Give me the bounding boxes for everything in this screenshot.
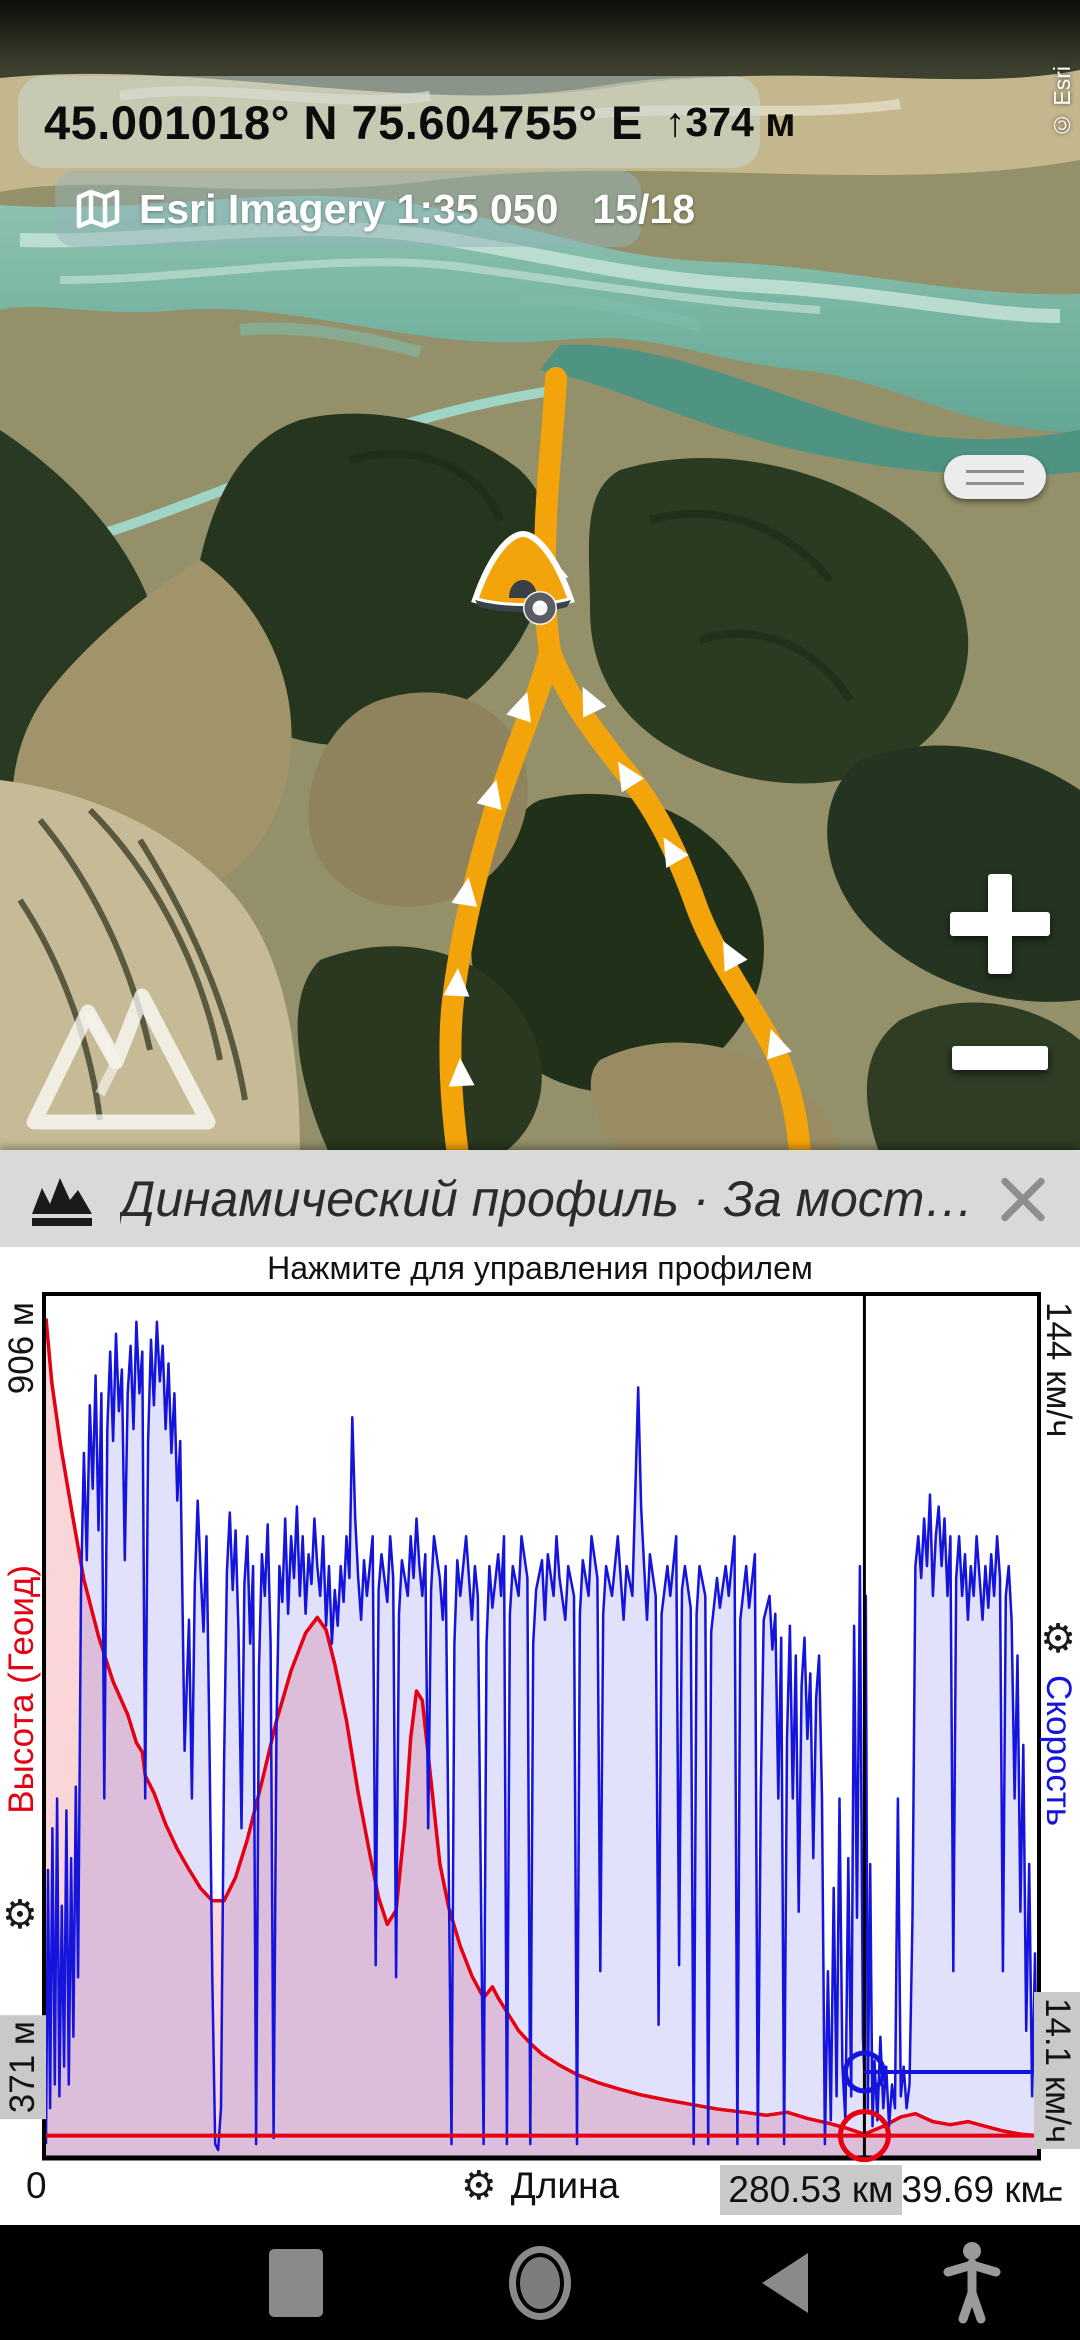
map-attribution: © Esri — [1049, 66, 1075, 138]
app-logo-watermark — [26, 988, 216, 1130]
chart-hint-title[interactable]: Нажмите для управления профилем — [267, 1250, 813, 1286]
tile-zoom-level: 15/18 — [592, 185, 695, 232]
track-overlay — [439, 367, 811, 1155]
right-axis-gear-icon[interactable]: ⚙ — [1040, 1617, 1076, 1661]
right-axis-min-tail: ч — [1035, 2185, 1074, 2204]
x-axis-origin-label: 0 — [26, 2165, 47, 2206]
profile-chart-svg[interactable] — [0, 1247, 1080, 2225]
left-axis-title: Высота (Геоид) — [2, 1565, 41, 1814]
x-axis-settings[interactable]: ⚙ Длина — [461, 2165, 619, 2207]
accessibility-person-icon[interactable] — [940, 2241, 1004, 2325]
coordinates-overlay[interactable]: 45.001018° N 75.604755° E ↑374 м — [18, 76, 796, 168]
close-panel-button[interactable] — [996, 1172, 1050, 1226]
profile-panel-header[interactable]: Динамический профиль · За мостом-К… — [0, 1150, 1080, 1249]
right-axis-title: Скорость — [1039, 1675, 1078, 1827]
coordinates-text: 45.001018° N 75.604755° E — [44, 95, 643, 149]
recents-square-icon[interactable] — [269, 2248, 323, 2317]
x-axis-gear-icon: ⚙ — [460, 2164, 497, 2208]
zoom-out-button[interactable] — [952, 1046, 1048, 1070]
cursor-distance-label: 280.53 км — [720, 2165, 902, 2215]
cursor-elevation-label: 371 м — [0, 2015, 46, 2120]
x-axis-row: 0 ⚙ Длина 280.53 км 39.69 км — [0, 2159, 1080, 2223]
cursor-speed-label: 14.1 км/ч — [1034, 1992, 1080, 2150]
zoom-in-button[interactable] — [948, 872, 1052, 976]
elevation-profile-icon — [32, 1177, 92, 1226]
position-marker — [523, 591, 557, 625]
map-layer-overlay[interactable]: Esri Imagery 1:35 050 15/18 — [55, 171, 695, 247]
left-axis-gear-icon[interactable]: ⚙ — [2, 1893, 38, 1937]
x-axis-label: Длина — [510, 2165, 620, 2206]
sidebar-handle-button[interactable] — [944, 455, 1046, 499]
altitude-text: ↑374 м — [664, 98, 796, 145]
map-layer-icon — [76, 189, 120, 229]
map-view[interactable]: 45.001018° N 75.604755° E ↑374 м Esri Im… — [0, 0, 1080, 1155]
tent-waypoint-icon — [471, 530, 575, 613]
x-axis-total-label: 39.69 км — [901, 2169, 1047, 2210]
android-navigation-bar — [0, 2225, 1080, 2340]
layer-name-scale: Esri Imagery 1:35 050 — [139, 185, 559, 232]
home-circle-icon[interactable] — [509, 2245, 571, 2320]
right-axis-max-label: 144 км/ч — [1039, 1302, 1078, 1438]
profile-chart-panel[interactable]: Нажмите для управления профилем 906 м Вы… — [0, 1247, 1080, 2225]
back-triangle-icon[interactable] — [762, 2252, 808, 2313]
profile-panel-title: Динамический профиль · За мостом-К… — [120, 1170, 980, 1227]
left-axis-max-label: 906 м — [2, 1302, 41, 1395]
